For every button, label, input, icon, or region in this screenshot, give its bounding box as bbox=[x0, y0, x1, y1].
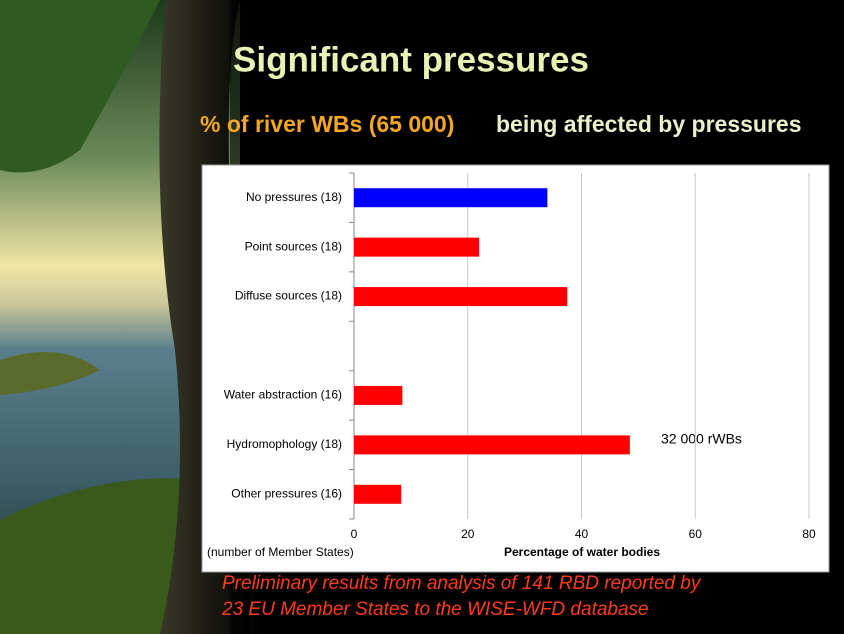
subtitle: being affected by pressures bbox=[496, 111, 802, 137]
y-tick-label: Diffuse sources (18) bbox=[235, 289, 342, 303]
footnote: Preliminary results from analysis of 141… bbox=[222, 573, 702, 594]
bar bbox=[354, 484, 402, 504]
y-tick-label: No pressures (18) bbox=[246, 190, 342, 204]
y-tick-label: Point sources (18) bbox=[245, 239, 342, 253]
chart-area bbox=[201, 164, 830, 573]
x-tick-label: 20 bbox=[461, 527, 475, 541]
bank bbox=[0, 352, 100, 395]
bar bbox=[354, 385, 403, 405]
y-axis-note: (number of Member States) bbox=[207, 545, 354, 559]
x-tick-label: 40 bbox=[575, 527, 589, 541]
bar bbox=[354, 287, 568, 307]
y-tick-label: Water abstraction (16) bbox=[224, 388, 342, 402]
x-axis-label: Percentage of water bodies bbox=[504, 545, 660, 559]
annotation: 32 000 rWBs bbox=[661, 431, 742, 447]
footnote: 23 EU Member States to the WISE-WFD data… bbox=[221, 599, 649, 620]
bar bbox=[354, 237, 480, 257]
bar bbox=[354, 435, 630, 455]
x-tick-label: 80 bbox=[802, 527, 816, 541]
y-tick-label: Other pressures (16) bbox=[231, 486, 342, 500]
foliage bbox=[0, 0, 160, 173]
subtitle-highlight: % of river WBs (65 000) bbox=[200, 111, 454, 137]
bar bbox=[354, 188, 548, 208]
y-tick-label: Hydromophology (18) bbox=[227, 437, 342, 451]
x-tick-label: 0 bbox=[351, 527, 358, 541]
x-tick-label: 60 bbox=[689, 527, 703, 541]
slide-title: Significant pressures bbox=[233, 40, 589, 79]
